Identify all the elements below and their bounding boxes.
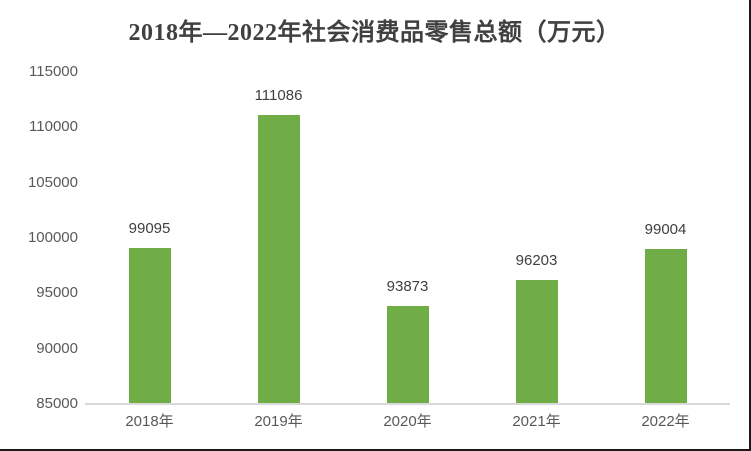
x-tick-label: 2018年 bbox=[125, 413, 174, 430]
bar bbox=[128, 248, 171, 404]
bar-data-label: 99095 bbox=[128, 220, 171, 237]
bar-data-label: 93873 bbox=[386, 277, 429, 295]
bar bbox=[386, 305, 429, 404]
x-tick-label: 2021年 bbox=[512, 413, 561, 430]
y-tick-label: 100000 bbox=[27, 229, 78, 246]
y-tick-label: 85000 bbox=[36, 395, 78, 412]
bar bbox=[257, 115, 300, 404]
x-tick-label: 2022年 bbox=[641, 413, 690, 430]
bar bbox=[644, 249, 687, 404]
y-tick-label: 95000 bbox=[36, 284, 78, 302]
y-tick-label: 90000 bbox=[36, 339, 78, 357]
chart-title: 2018年—2022年社会消费品零售总额（万元） bbox=[128, 20, 621, 46]
x-tick-label: 2019年 bbox=[254, 413, 303, 430]
bar-data-label: 96203 bbox=[515, 252, 558, 270]
x-tick-label: 2020年 bbox=[383, 413, 432, 430]
x-axis-line bbox=[85, 403, 730, 405]
bar bbox=[515, 280, 558, 404]
y-tick-label: 110000 bbox=[29, 118, 78, 136]
bar-data-label: 111086 bbox=[254, 87, 303, 105]
y-tick-label: 115000 bbox=[29, 63, 78, 80]
bar-data-label: 99004 bbox=[644, 221, 687, 239]
y-tick-label: 105000 bbox=[27, 173, 78, 191]
